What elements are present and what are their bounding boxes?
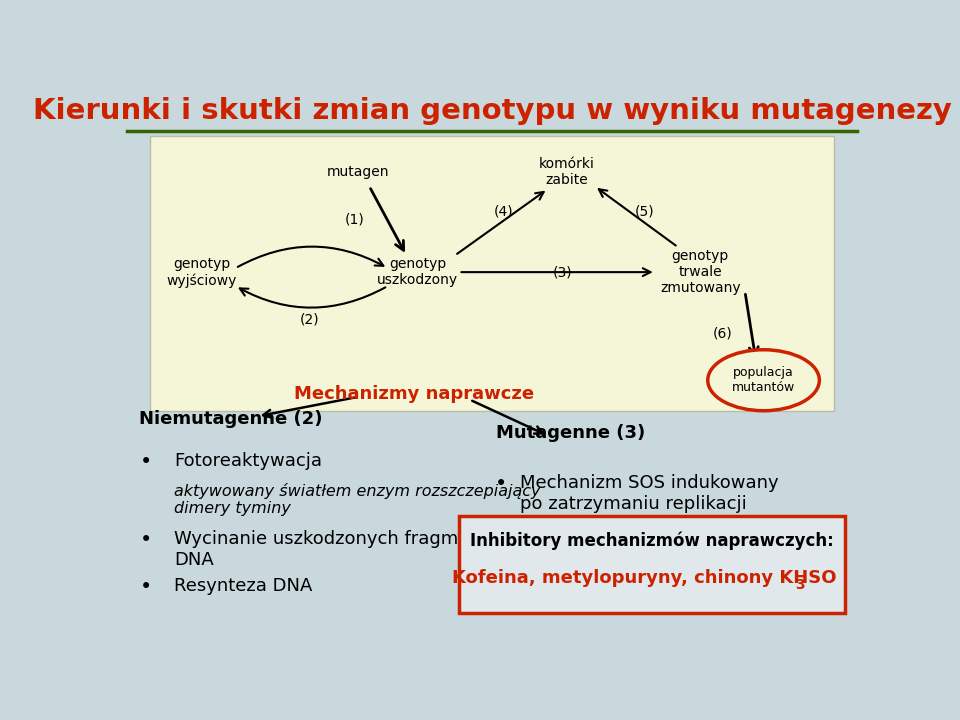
Text: Fotoreaktywacja: Fotoreaktywacja — [175, 452, 323, 470]
Text: •: • — [140, 577, 153, 597]
Text: (2): (2) — [300, 312, 320, 326]
Text: Wycinanie uszkodzonych fragmentów
DNA: Wycinanie uszkodzonych fragmentów DNA — [175, 530, 514, 570]
Text: populacja
mutantów: populacja mutantów — [732, 366, 795, 395]
Text: Kofeina, metylopuryny, chinony KHSO: Kofeina, metylopuryny, chinony KHSO — [452, 569, 837, 587]
Text: (4): (4) — [493, 204, 513, 218]
Text: •: • — [140, 452, 153, 472]
Text: Mechanizmy naprawcze: Mechanizmy naprawcze — [294, 385, 534, 403]
Text: genotyp
trwale
zmutowany: genotyp trwale zmutowany — [660, 249, 740, 295]
Text: (6): (6) — [712, 326, 732, 340]
Text: •: • — [494, 474, 507, 495]
Text: (1): (1) — [345, 212, 364, 227]
Ellipse shape — [708, 350, 819, 410]
Text: aktywowany światłem enzym rozszczepiający
dimery tyminy: aktywowany światłem enzym rozszczepiając… — [175, 483, 540, 516]
Text: (3): (3) — [553, 265, 572, 279]
Text: Mechanizm SOS indukowany
po zatrzymaniu replikacji: Mechanizm SOS indukowany po zatrzymaniu … — [520, 474, 779, 513]
Text: 3: 3 — [795, 578, 804, 593]
Text: komórki
zabite: komórki zabite — [539, 157, 594, 187]
Text: genotyp
uszkodzony: genotyp uszkodzony — [377, 257, 458, 287]
Text: Niemutagenne (2): Niemutagenne (2) — [138, 410, 323, 428]
Text: genotyp
wyjściowy: genotyp wyjściowy — [167, 257, 237, 287]
FancyBboxPatch shape — [459, 516, 846, 613]
Text: Kierunki i skutki zmian genotypu w wyniku mutagenezy: Kierunki i skutki zmian genotypu w wynik… — [33, 97, 951, 125]
Text: (5): (5) — [635, 204, 655, 218]
Text: •: • — [140, 530, 153, 550]
Text: Inhibitory mechanizmów naprawczych:: Inhibitory mechanizmów naprawczych: — [470, 532, 834, 550]
Text: Mutagenne (3): Mutagenne (3) — [495, 424, 645, 442]
Text: Resynteza DNA: Resynteza DNA — [175, 577, 313, 595]
FancyBboxPatch shape — [150, 136, 834, 410]
Text: mutagen: mutagen — [326, 166, 390, 179]
